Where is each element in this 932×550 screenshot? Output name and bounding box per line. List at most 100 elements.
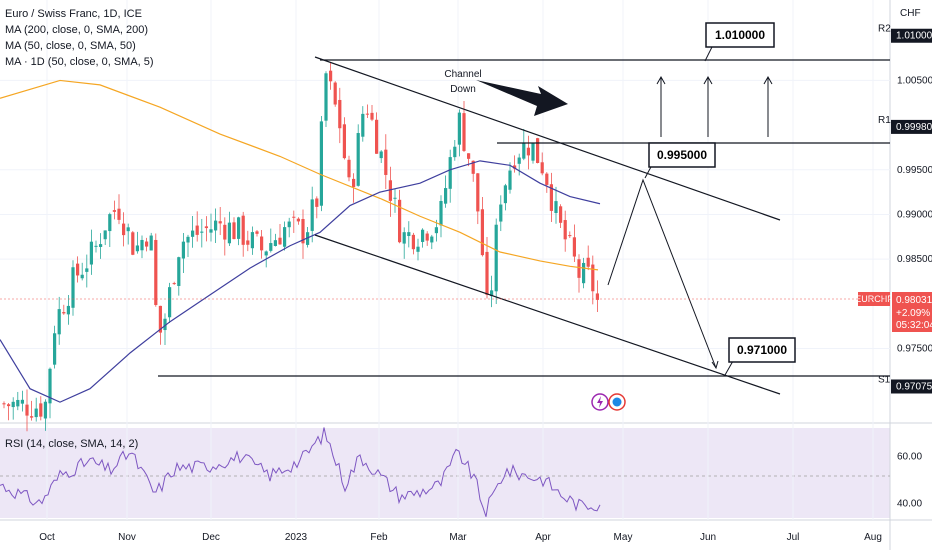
candle-body-59: [273, 240, 277, 247]
candle-body-123: [568, 235, 572, 237]
candle-body-97: [448, 157, 452, 189]
candle-body-72: [333, 82, 337, 105]
rsi-tick-1: 40.00: [897, 498, 922, 509]
level-tags: 1.010000 R2 0.999800 R1 0.970750 S1: [878, 24, 932, 394]
level-name-R1: R1: [878, 115, 891, 126]
target-box-2: 0.995000: [648, 142, 716, 168]
candle-body-33: [154, 239, 158, 305]
level-tag-R2: [891, 28, 932, 43]
last-change: +2.09%: [896, 308, 930, 319]
candle-body-18: [85, 268, 89, 272]
time-label-2: Dec: [202, 532, 220, 543]
candle-body-76: [352, 178, 356, 188]
candle-body-113: [522, 142, 526, 159]
candle-body-12: [57, 309, 61, 335]
level-name-R2: R2: [878, 24, 891, 35]
candle-body-11: [53, 333, 57, 365]
candle-body-35: [163, 318, 167, 331]
candle-body-117: [540, 162, 544, 174]
time-label-3: 2023: [285, 532, 308, 543]
candle-body-24: [112, 210, 116, 212]
rsi-band: [0, 428, 890, 518]
candle-body-121: [559, 206, 563, 223]
rsi-polyline: [0, 427, 601, 517]
candle-body-95: [439, 201, 443, 226]
candle-body-83: [384, 149, 388, 175]
candle-body-41: [191, 230, 195, 237]
candle-body-34: [158, 305, 162, 333]
candle-body-114: [526, 147, 530, 156]
candle-body-125: [577, 259, 581, 278]
candle-body-15: [71, 267, 75, 308]
candle-body-9: [43, 401, 47, 419]
time-label-0: Oct: [39, 532, 55, 543]
candle-body-51: [237, 217, 241, 239]
candle-body-22: [103, 230, 107, 240]
candle-body-54: [250, 232, 254, 249]
level-tag-S1: [891, 379, 932, 394]
candle-body-75: [347, 159, 351, 178]
candle-body-55: [255, 231, 259, 234]
candle-body-0: [2, 403, 6, 405]
level-tag-R1: [891, 119, 932, 134]
time-label-10: Aug: [864, 532, 882, 543]
candle-body-85: [393, 197, 397, 199]
candle-body-29: [135, 245, 139, 252]
last-price-tag: EURCHF 0.980310 +2.09% 05:32:04: [855, 292, 932, 332]
candle-body-80: [370, 112, 374, 120]
legend-symbol[interactable]: Euro / Swiss Franc, 1D, ICE: [5, 8, 142, 20]
legend-ma1d[interactable]: MA · 1D (50, close, 0, SMA, 5): [5, 56, 154, 68]
candle-body-7: [34, 408, 38, 418]
candle-body-107: [494, 224, 498, 292]
candle-body-25: [117, 208, 121, 220]
legend-ma200[interactable]: MA (200, close, 0, SMA, 200): [5, 24, 149, 36]
candle-body-69: [319, 121, 323, 206]
candle-body-126: [582, 262, 586, 284]
candle-body-73: [338, 99, 342, 129]
candle-body-16: [76, 263, 80, 276]
candle-body-79: [365, 113, 369, 115]
candle-body-3: [16, 399, 20, 407]
candle-body-62: [287, 221, 291, 228]
time-axis[interactable]: Oct Nov Dec 2023 Feb Mar Apr May Jun Jul Aug: [39, 532, 882, 543]
level-name-S1: S1: [878, 374, 891, 385]
candle-body-91: [421, 229, 425, 242]
time-label-6: Apr: [535, 532, 551, 543]
svg-text:Down: Down: [450, 84, 476, 95]
candle-body-2: [11, 401, 15, 408]
candle-body-128: [591, 264, 595, 292]
candle-body-119: [549, 184, 553, 211]
ma200-line: [0, 79, 599, 271]
candle-body-104: [480, 209, 484, 256]
rsi-axis[interactable]: 60.00 40.00: [897, 451, 922, 509]
legend-rsi[interactable]: RSI (14, close, SMA, 14, 2): [5, 438, 139, 450]
event-icons[interactable]: [591, 393, 626, 411]
candle-body-101: [467, 153, 471, 159]
channel-arrow: [476, 80, 568, 116]
legend-ma50[interactable]: MA (50, close, 0, SMA, 50): [5, 40, 136, 52]
price-tick-1: 0.995000: [897, 165, 932, 176]
candle-body-40: [186, 236, 190, 243]
candle-body-106: [490, 290, 494, 297]
time-label-4: Feb: [370, 532, 388, 543]
candle-body-23: [108, 214, 112, 232]
candle-body-116: [536, 138, 540, 163]
candle-body-89: [411, 234, 415, 250]
candle-body-32: [149, 235, 153, 251]
candle-body-109: [503, 185, 507, 204]
candle-body-124: [572, 237, 576, 257]
candle-body-5: [25, 404, 29, 416]
candle-body-118: [545, 173, 549, 185]
time-label-7: May: [614, 532, 633, 543]
channel-down: [314, 56, 781, 395]
candle-body-64: [296, 218, 300, 222]
candle-body-74: [342, 124, 346, 159]
level-value-R1: 0.999800: [896, 122, 932, 133]
candle-body-43: [200, 231, 204, 233]
candle-body-8: [39, 403, 43, 417]
candle-body-19: [89, 241, 93, 265]
